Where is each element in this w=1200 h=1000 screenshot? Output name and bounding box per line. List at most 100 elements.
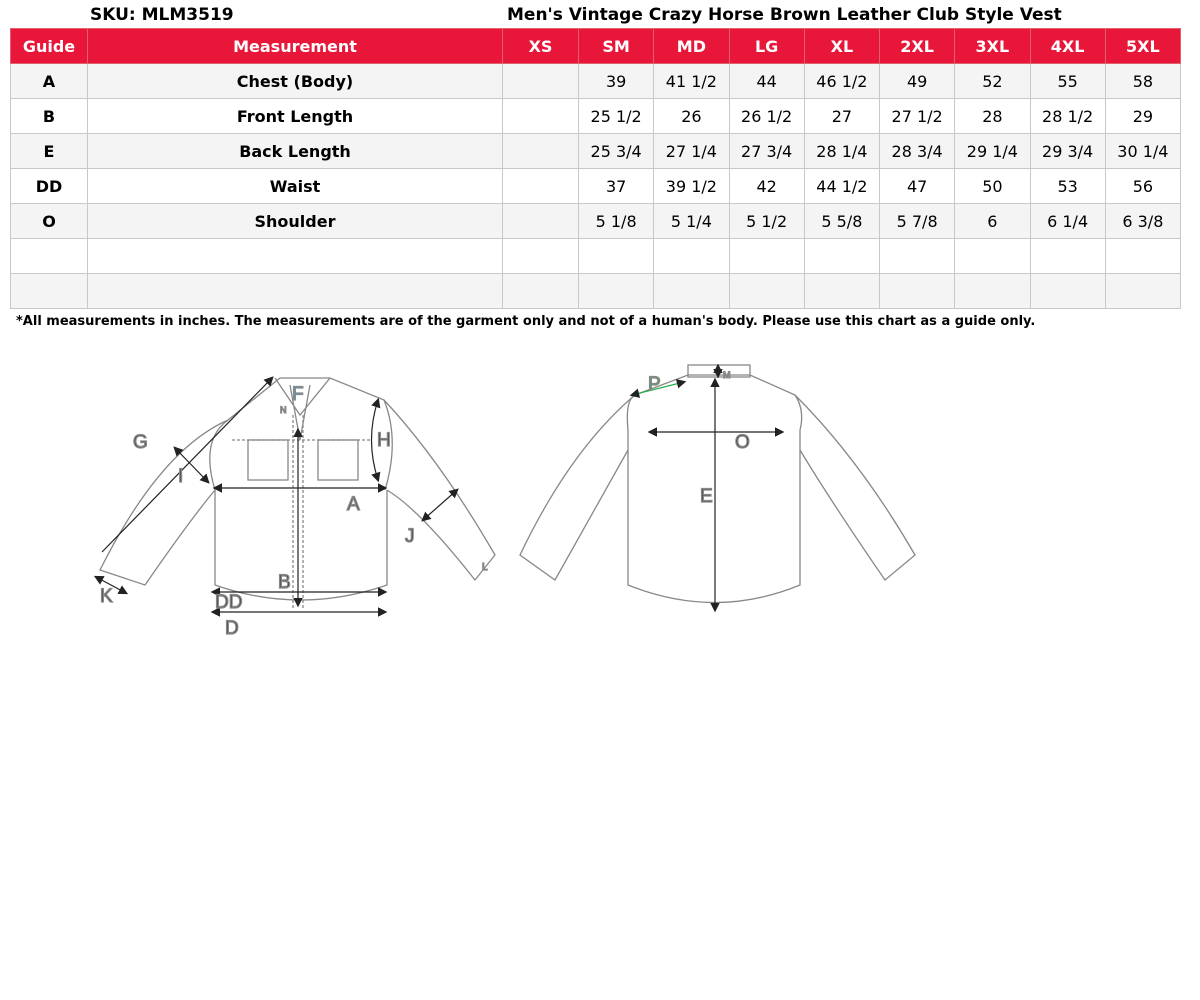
size-value-cell: [803, 238, 881, 274]
label-j: J: [405, 526, 415, 547]
measurement-cell: Shoulder: [87, 203, 503, 239]
table-row: O Shoulder 5 1/8 5 1/4 5 1/2 5 5/8 5 7/8 6 6 1/4…: [10, 203, 1182, 239]
size-value-cell: 5 1/2: [728, 203, 805, 239]
column-header: 3XL: [954, 28, 1031, 64]
table-row: A Chest (Body) 39 41 1/2 44 46 1/2 49 52 55 58: [10, 63, 1182, 99]
label-e: E: [700, 486, 713, 507]
size-value-cell: 49: [878, 63, 956, 99]
size-value-cell: 39 1/2: [653, 168, 730, 204]
label-l: L: [482, 562, 488, 573]
label-o: O: [735, 432, 750, 453]
size-value-cell: [502, 63, 579, 99]
size-value-cell: [1029, 238, 1106, 274]
label-f: F: [292, 384, 304, 405]
size-value-cell: 58: [1104, 63, 1182, 99]
size-value-cell: 5 1/4: [653, 203, 730, 239]
size-value-cell: 28 1/2: [1029, 98, 1106, 134]
size-value-cell: 47: [878, 168, 956, 204]
measurement-cell: Back Length: [87, 133, 503, 169]
size-value-cell: 5 1/8: [577, 203, 655, 239]
label-dd: DD: [215, 592, 242, 613]
column-header: Measurement: [87, 28, 503, 64]
measurement-cell: Chest (Body): [87, 63, 503, 99]
label-m: M: [723, 370, 731, 380]
size-value-cell: 41 1/2: [653, 63, 730, 99]
size-value-cell: 37: [577, 168, 655, 204]
size-value-cell: 46 1/2: [803, 63, 881, 99]
label-n: N: [280, 405, 287, 415]
guide-cell: [10, 273, 88, 309]
size-value-cell: 44 1/2: [803, 168, 881, 204]
size-value-cell: [803, 273, 881, 309]
size-value-cell: [502, 203, 579, 239]
size-value-cell: 55: [1029, 63, 1106, 99]
column-header: LG: [728, 28, 805, 64]
size-value-cell: 53: [1029, 168, 1106, 204]
label-a: A: [347, 494, 360, 515]
size-value-cell: [502, 98, 579, 134]
size-value-cell: 28: [954, 98, 1031, 134]
size-value-cell: 6 3/8: [1104, 203, 1182, 239]
garment-diagram: F N G H I A J K L B DD D P M O E: [93, 363, 916, 640]
size-value-cell: 30 1/4: [1104, 133, 1182, 169]
column-header: 5XL: [1104, 28, 1182, 64]
measurement-cell: Front Length: [87, 98, 503, 134]
size-value-cell: 26 1/2: [728, 98, 805, 134]
table-row: DD Waist 37 39 1/2 42 44 1/2 47 50 53 56: [10, 168, 1182, 204]
measurement-cell: Waist: [87, 168, 503, 204]
column-header: SM: [577, 28, 655, 64]
size-value-cell: 5 5/8: [803, 203, 881, 239]
size-value-cell: 27 1/4: [653, 133, 730, 169]
size-value-cell: 28 3/4: [878, 133, 956, 169]
size-value-cell: [502, 238, 579, 274]
measurement-cell: [87, 238, 503, 274]
column-header: XS: [502, 28, 579, 64]
label-b: B: [278, 572, 291, 593]
size-chart-table: Guide Measurement XS SM MD LG XL 2XL 3XL 4XL 5XL A…: [10, 28, 1182, 309]
size-value-cell: [577, 273, 655, 309]
size-value-cell: 6 1/4: [1029, 203, 1106, 239]
size-value-cell: 50: [954, 168, 1031, 204]
size-value-cell: [653, 273, 730, 309]
size-value-cell: [954, 273, 1031, 309]
size-value-cell: 25 3/4: [577, 133, 655, 169]
table-row: B Front Length 25 1/2 26 26 1/2 27 27 1/2 28 28 …: [10, 98, 1182, 134]
size-value-cell: [728, 273, 805, 309]
product-title: Men's Vintage Crazy Horse Brown Leather …: [507, 5, 1062, 25]
size-value-cell: [878, 273, 956, 309]
size-value-cell: 52: [954, 63, 1031, 99]
table-row: E Back Length 25 3/4 27 1/4 27 3/4 28 1/4 28 3…: [10, 133, 1182, 169]
size-value-cell: [502, 273, 579, 309]
size-value-cell: 29: [1104, 98, 1182, 134]
size-value-cell: 6: [954, 203, 1031, 239]
column-header: 2XL: [878, 28, 956, 64]
column-header: 4XL: [1029, 28, 1106, 64]
guide-cell: O: [10, 203, 88, 239]
guide-cell: B: [10, 98, 88, 134]
size-value-cell: 26: [653, 98, 730, 134]
guide-cell: E: [10, 133, 88, 169]
label-h: H: [377, 430, 391, 451]
label-p: P: [648, 374, 661, 395]
size-value-cell: 29 1/4: [954, 133, 1031, 169]
label-k: K: [100, 586, 113, 607]
measurement-note: *All measurements in inches. The measure…: [16, 314, 1036, 329]
column-header: XL: [803, 28, 881, 64]
size-value-cell: [1029, 273, 1106, 309]
size-value-cell: [1104, 238, 1182, 274]
label-d: D: [225, 618, 239, 639]
size-value-cell: [653, 238, 730, 274]
size-value-cell: [1104, 273, 1182, 309]
front-shirt-drawing: [93, 376, 496, 617]
size-value-cell: [954, 238, 1031, 274]
size-value-cell: [878, 238, 956, 274]
column-header: Guide: [10, 28, 88, 64]
size-value-cell: 44: [728, 63, 805, 99]
size-value-cell: 29 3/4: [1029, 133, 1106, 169]
size-value-cell: [502, 133, 579, 169]
size-value-cell: 27 1/2: [878, 98, 956, 134]
size-value-cell: 42: [728, 168, 805, 204]
guide-cell: A: [10, 63, 88, 99]
size-value-cell: [728, 238, 805, 274]
size-value-cell: 5 7/8: [878, 203, 956, 239]
